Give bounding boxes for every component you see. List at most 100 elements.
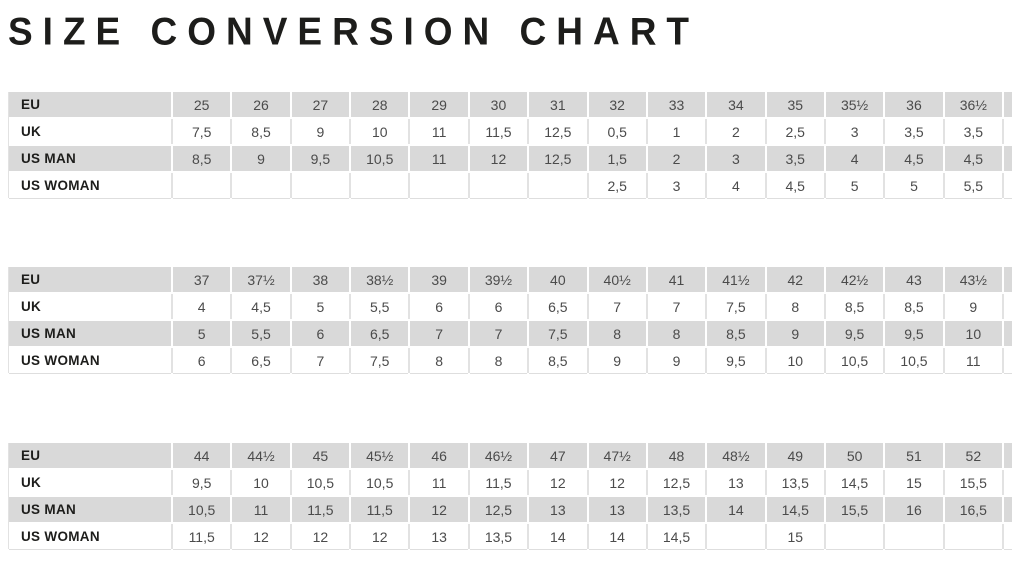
eu-size-header-cell: 42½ bbox=[825, 267, 884, 292]
size-value-cell: 1 bbox=[647, 119, 706, 144]
size-value-cell bbox=[351, 173, 409, 198]
size-value-cell: 11,5 bbox=[291, 497, 350, 522]
size-value-cell bbox=[885, 524, 943, 549]
size-value-cell: 16 bbox=[885, 497, 943, 522]
eu-size-header-cell: 35½ bbox=[825, 92, 884, 117]
size-value-cell: 4,5 bbox=[232, 294, 290, 319]
size-value-cell: 4,5 bbox=[885, 146, 943, 171]
table-edge-sliver bbox=[1004, 497, 1012, 522]
size-value-cell: 12,5 bbox=[529, 146, 587, 171]
table-edge-sliver bbox=[1004, 443, 1012, 468]
table-edge-sliver bbox=[1004, 92, 1012, 117]
eu-size-header-cell: 36 bbox=[885, 92, 943, 117]
table-edge-sliver bbox=[1004, 119, 1012, 144]
eu-size-header-cell: 28 bbox=[351, 92, 409, 117]
size-value-cell: 14 bbox=[707, 497, 765, 522]
eu-size-header-cell: 52 bbox=[944, 443, 1002, 468]
size-value-cell: 13,5 bbox=[469, 524, 528, 549]
size-value-cell: 11 bbox=[410, 470, 468, 495]
eu-size-header-cell: 46 bbox=[410, 443, 468, 468]
eu-size-header-cell: 50 bbox=[825, 443, 884, 468]
size-value-cell: 7 bbox=[410, 321, 468, 346]
size-value-cell bbox=[291, 173, 350, 198]
size-value-cell: 5 bbox=[291, 294, 350, 319]
size-value-cell: 8,5 bbox=[232, 119, 290, 144]
size-value-cell: 14,5 bbox=[825, 470, 884, 495]
size-value-cell: 7,5 bbox=[173, 119, 231, 144]
size-value-cell: 12 bbox=[588, 470, 646, 495]
eu-size-header-cell: 49 bbox=[766, 443, 824, 468]
size-value-cell: 5,5 bbox=[351, 294, 409, 319]
eu-size-header-cell: 48 bbox=[647, 443, 706, 468]
eu-size-header-cell: 37½ bbox=[232, 267, 290, 292]
size-value-cell: 14 bbox=[529, 524, 587, 549]
eu-size-header-cell: 42 bbox=[766, 267, 824, 292]
row-label-us-woman: US WOMAN bbox=[9, 173, 171, 198]
eu-size-header-cell: 41 bbox=[647, 267, 706, 292]
size-value-cell: 8,5 bbox=[707, 321, 765, 346]
eu-size-header-cell: 33 bbox=[647, 92, 706, 117]
row-label-us-man: US MAN bbox=[9, 497, 171, 522]
size-value-cell: 8 bbox=[410, 348, 468, 373]
size-value-cell: 9 bbox=[588, 348, 646, 373]
eu-size-header-cell: 34 bbox=[707, 92, 765, 117]
size-value-cell: 7 bbox=[588, 294, 646, 319]
page-title: SIZE CONVERSION CHART bbox=[8, 9, 700, 53]
size-value-cell: 5,5 bbox=[944, 173, 1002, 198]
eu-size-header-cell: 38½ bbox=[351, 267, 409, 292]
table-edge-sliver bbox=[1004, 321, 1012, 346]
size-value-cell bbox=[825, 524, 884, 549]
eu-size-header-cell: 25 bbox=[173, 92, 231, 117]
size-value-cell: 6,5 bbox=[232, 348, 290, 373]
size-value-cell: 10 bbox=[351, 119, 409, 144]
size-value-cell: 15,5 bbox=[825, 497, 884, 522]
size-value-cell: 11 bbox=[410, 146, 468, 171]
size-value-cell: 0,5 bbox=[588, 119, 646, 144]
size-value-cell: 10,5 bbox=[885, 348, 943, 373]
size-value-cell: 9,5 bbox=[173, 470, 231, 495]
eu-size-header-cell: 45½ bbox=[351, 443, 409, 468]
size-value-cell: 10,5 bbox=[825, 348, 884, 373]
size-value-cell: 8,5 bbox=[173, 146, 231, 171]
size-value-cell: 6,5 bbox=[351, 321, 409, 346]
size-value-cell: 1,5 bbox=[588, 146, 646, 171]
size-value-cell: 9 bbox=[647, 348, 706, 373]
eu-size-header-cell: 29 bbox=[410, 92, 468, 117]
size-value-cell: 11 bbox=[410, 119, 468, 144]
size-value-cell: 13 bbox=[707, 470, 765, 495]
size-value-cell: 3 bbox=[825, 119, 884, 144]
size-value-cell: 9,5 bbox=[707, 348, 765, 373]
size-value-cell: 10 bbox=[944, 321, 1002, 346]
size-value-cell: 2 bbox=[647, 146, 706, 171]
size-value-cell: 8,5 bbox=[825, 294, 884, 319]
size-value-cell: 6 bbox=[410, 294, 468, 319]
size-value-cell: 4,5 bbox=[944, 146, 1002, 171]
size-value-cell: 7 bbox=[291, 348, 350, 373]
size-value-cell: 13 bbox=[410, 524, 468, 549]
size-value-cell: 10,5 bbox=[173, 497, 231, 522]
size-value-cell: 8 bbox=[766, 294, 824, 319]
size-value-cell bbox=[469, 173, 528, 198]
eu-size-header-cell: 31 bbox=[529, 92, 587, 117]
row-label-uk: UK bbox=[9, 119, 171, 144]
size-value-cell: 15 bbox=[885, 470, 943, 495]
size-value-cell: 4 bbox=[707, 173, 765, 198]
size-value-cell: 11,5 bbox=[351, 497, 409, 522]
size-value-cell: 12 bbox=[410, 497, 468, 522]
table-edge-sliver bbox=[1004, 348, 1012, 373]
eu-size-header-cell: 27 bbox=[291, 92, 350, 117]
size-value-cell: 9 bbox=[944, 294, 1002, 319]
size-value-cell: 2,5 bbox=[766, 119, 824, 144]
size-value-cell: 5,5 bbox=[232, 321, 290, 346]
size-value-cell: 13,5 bbox=[647, 497, 706, 522]
eu-size-header-cell: 45 bbox=[291, 443, 350, 468]
size-value-cell: 13 bbox=[529, 497, 587, 522]
table-edge-sliver bbox=[1004, 267, 1012, 292]
size-value-cell bbox=[410, 173, 468, 198]
size-value-cell: 13,5 bbox=[766, 470, 824, 495]
row-label-us-woman: US WOMAN bbox=[9, 348, 171, 373]
row-label-uk: UK bbox=[9, 294, 171, 319]
size-value-cell bbox=[173, 173, 231, 198]
size-table-eu-25-36: EU 25 26 27 28 29 30 31 32 33 34 35 35½ 36 36½ UK 7,5 8,5… bbox=[8, 92, 1012, 198]
